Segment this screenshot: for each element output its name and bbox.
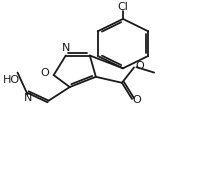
Text: O: O <box>40 68 49 78</box>
Text: O: O <box>136 61 144 71</box>
Text: N: N <box>23 93 32 103</box>
Text: O: O <box>133 95 141 105</box>
Text: HO: HO <box>2 75 20 85</box>
Text: Cl: Cl <box>118 2 128 12</box>
Text: N: N <box>62 43 70 53</box>
